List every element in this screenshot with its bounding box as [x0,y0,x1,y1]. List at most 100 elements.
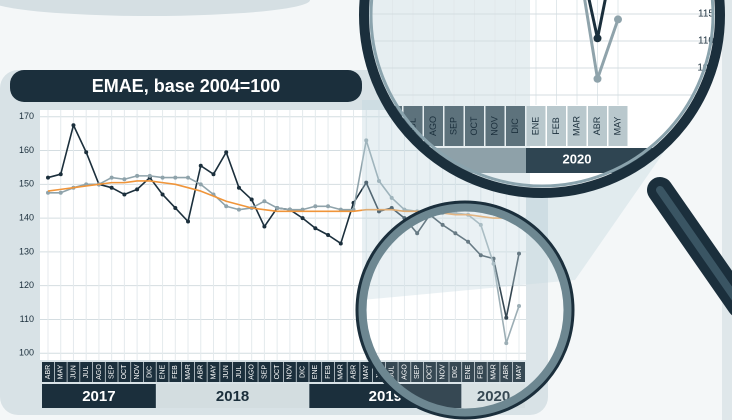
x-tick-label: NOV [439,364,446,380]
point [313,204,318,209]
zoom-month-cell [567,106,587,146]
x-tick-label: MAR [490,364,497,380]
x-tick-label: SEP [261,365,268,379]
month-cell [322,362,335,382]
point [453,231,458,236]
point [504,315,509,320]
x-tick-label: AGO [96,364,103,380]
zoom-x-tick-label: ENE [530,117,540,136]
zoom-month-cell [444,106,464,146]
x-tick-label: ABR [503,365,510,379]
x-tick-label: MAR [338,364,345,380]
month-cell [398,362,411,382]
point [415,231,420,236]
point [389,195,394,200]
month-cell [131,362,144,382]
point [478,222,483,227]
zoom-month-cell [506,106,525,146]
point [466,239,471,244]
point [593,34,602,43]
point [338,241,343,246]
point [122,177,127,182]
point [173,205,178,210]
point [122,192,127,197]
point [440,222,445,227]
point [198,163,203,168]
zoom-x-tick-label: MAR [571,116,581,137]
point [517,303,522,308]
month-cell [80,362,93,382]
point [135,173,140,178]
point [275,205,280,210]
y-tick-label: 120 [19,280,34,290]
y-tick-label: 170 [19,111,34,121]
month-cell [207,362,220,382]
x-tick-label: ABR [198,365,205,379]
x-tick-label: JUL [389,366,396,379]
x-tick-label: ENE [465,364,472,379]
month-cell [194,362,207,382]
month-cell [347,362,360,382]
point [58,172,63,177]
x-tick-label: FEB [172,365,179,379]
x-tick-label: DIC [147,366,154,378]
x-tick-label: MAY [516,364,523,379]
point [46,175,50,180]
month-cell [156,362,169,382]
month-cell [423,362,436,382]
point [491,261,496,266]
big-lens-rim [359,0,725,198]
month-cell [105,362,118,382]
month-cell [271,362,284,382]
year-cell [42,384,156,408]
point [614,15,622,24]
month-cell [169,362,182,382]
point [326,204,331,209]
point [376,178,381,183]
point [109,175,114,180]
point [135,187,140,192]
point [478,253,483,258]
x-tick-label: ENE [312,364,319,379]
month-cell [360,362,373,382]
month-cell [283,362,296,382]
month-cell [500,362,513,382]
month-cell [54,362,67,382]
month-cell [258,362,271,382]
x-tick-label: OCT [274,364,281,380]
year-cell [309,384,462,408]
point [173,175,178,180]
x-tick-label: MAY [210,364,217,379]
lens-handle-shine [656,186,732,301]
point [236,185,241,190]
x-tick-label: MAR [185,364,192,380]
point [262,199,267,204]
zoom-x-tick-label: ABR [592,116,602,135]
x-tick-label: DIC [299,366,306,378]
month-cell [67,362,80,382]
x-tick-label: JUN [223,365,230,379]
x-tick-label: NOV [287,364,294,380]
x-tick-label: ENE [159,364,166,379]
month-cell [118,362,131,382]
point [504,341,509,346]
decor-oval [0,0,310,16]
month-cell [487,362,500,382]
month-cell [143,362,156,382]
month-cell [449,362,462,382]
point [198,182,203,187]
point [236,207,241,212]
x-tick-label: JUL [236,366,243,379]
month-cell [513,362,526,382]
point [364,180,369,185]
point [364,138,369,143]
y-tick-label: 130 [19,246,34,256]
zoom-x-tick-label: AGO [428,116,438,136]
zoom-x-tick-label: FEB [551,117,561,135]
point [71,123,76,128]
point [224,204,229,209]
point [58,190,63,195]
small-lens [357,202,573,418]
y-tick-label: 160 [19,145,34,155]
